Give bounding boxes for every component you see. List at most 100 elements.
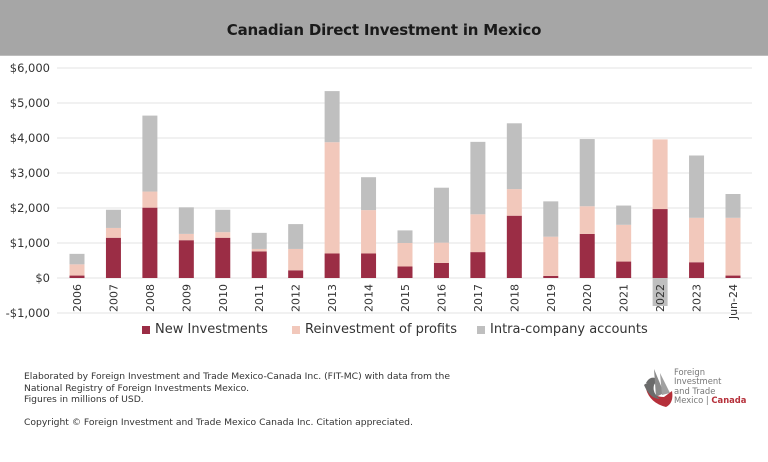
- chart-title: Canadian Direct Investment in Mexico: [226, 21, 542, 39]
- bar-segment-new-investments: [433, 262, 449, 278]
- bar-segment-reinvestment-of-profits: [251, 248, 267, 252]
- y-tick-label: $6,000: [10, 61, 50, 75]
- bar-segment-reinvestment-of-profits: [397, 243, 413, 267]
- bar-segment-intra-company-accounts: [616, 205, 632, 225]
- bar-segment-new-investments: [543, 275, 559, 278]
- stacked-bar-chart: $6,000 $5,000 $4,000 $3,000 $2,000 $1,000 $0 -$…: [6, 61, 752, 320]
- legend: New Investments Reinvestment of profits …: [0, 322, 768, 342]
- legend-swatch-new-investments: [142, 325, 150, 334]
- y-tick-label: $5,000: [10, 96, 50, 110]
- y-tick-label: $0: [35, 271, 50, 285]
- y-tick-label: $1,000: [10, 236, 50, 250]
- logo-text: Foreign Investment and Trade Mexico | Ca…: [674, 367, 746, 406]
- bar-segment-reinvestment-of-profits: [689, 217, 705, 263]
- fit-mc-logo: Foreign Investment and Trade Mexico | Ca…: [640, 363, 765, 418]
- bar-segment-reinvestment-of-profits: [288, 248, 304, 271]
- bar-segment-intra-company-accounts: [215, 209, 231, 233]
- y-tick-label: $3,000: [10, 166, 50, 180]
- bar-segment-intra-company-accounts: [506, 123, 522, 190]
- x-tick-label: 2010: [217, 284, 230, 312]
- logo-line: Foreign: [674, 367, 706, 377]
- x-tick-label: 2023: [691, 284, 704, 312]
- bar-segment-new-investments: [288, 270, 304, 278]
- bar-segment-intra-company-accounts: [142, 115, 158, 192]
- y-tick-label: $2,000: [10, 201, 50, 215]
- bar-segment-reinvestment-of-profits: [725, 217, 741, 276]
- x-tick-label: 2022: [654, 284, 667, 312]
- bar-segment-new-investments: [324, 253, 340, 278]
- bar-segment-reinvestment-of-profits: [470, 214, 486, 253]
- bars: [69, 91, 741, 306]
- bar-segment-reinvestment-of-profits: [215, 232, 231, 238]
- x-tick-label: 2008: [144, 284, 157, 312]
- source-notes: Elaborated by Foreign Investment and Tra…: [24, 371, 450, 406]
- x-tick-label: 2012: [290, 284, 303, 312]
- legend-label: New Investments: [155, 322, 268, 337]
- bar-segment-reinvestment-of-profits: [506, 189, 522, 216]
- bar-segment-intra-company-accounts: [579, 139, 595, 207]
- x-tick-label: 2014: [363, 284, 376, 312]
- x-tick-label: 2021: [618, 284, 631, 312]
- bar-segment-intra-company-accounts: [251, 232, 267, 249]
- x-tick-label: 2007: [107, 284, 120, 312]
- bar-segment-reinvestment-of-profits: [105, 227, 121, 238]
- bar-segment-new-investments: [470, 252, 486, 278]
- x-tick-label: Jun-24: [727, 284, 740, 320]
- bar-segment-intra-company-accounts: [178, 207, 194, 234]
- logo-mexico: Mexico |: [674, 395, 712, 406]
- y-tick-label: $4,000: [10, 131, 50, 145]
- bar-segment-new-investments: [579, 233, 595, 278]
- x-tick-label: 2017: [472, 284, 485, 312]
- x-tick-label: 2011: [253, 284, 266, 312]
- bar-segment-reinvestment-of-profits: [142, 191, 158, 208]
- legend-label: Intra-company accounts: [490, 322, 648, 337]
- bar-segment-intra-company-accounts: [69, 253, 85, 265]
- bar-segment-reinvestment-of-profits: [361, 210, 377, 254]
- bar-segment-reinvestment-of-profits: [543, 236, 559, 276]
- bar-segment-intra-company-accounts: [725, 194, 741, 218]
- bar-segment-new-investments: [251, 251, 267, 278]
- chart-header: Canadian Direct Investment in Mexico: [0, 0, 768, 56]
- logo-line: Investment: [674, 376, 722, 387]
- bar-segment-new-investments: [725, 275, 741, 278]
- legend-item-new-investments: New Investments: [142, 322, 268, 337]
- bar-segment-reinvestment-of-profits: [579, 206, 595, 234]
- x-tick-label: 2006: [71, 284, 84, 312]
- x-tick-label: 2018: [508, 284, 521, 312]
- bar-segment-new-investments: [397, 266, 413, 278]
- x-tick-label: 2013: [326, 284, 339, 312]
- bar-segment-new-investments: [361, 253, 377, 278]
- bar-segment-new-investments: [689, 262, 705, 278]
- bar-segment-reinvestment-of-profits: [433, 242, 449, 263]
- bar-segment-intra-company-accounts: [652, 278, 668, 306]
- legend-item-intra-company: Intra-company accounts: [477, 322, 648, 337]
- bar-segment-new-investments: [215, 237, 231, 278]
- logo-canada: Canada: [711, 395, 747, 406]
- note-line: Figures in millions of USD.: [24, 394, 144, 405]
- bar-segment-reinvestment-of-profits: [652, 139, 668, 210]
- x-tick-label: 2019: [545, 284, 558, 312]
- logo-line: Mexico | Canada: [674, 396, 746, 405]
- bar-segment-intra-company-accounts: [397, 230, 413, 243]
- bar-segment-reinvestment-of-profits: [616, 224, 632, 262]
- bar-segment-new-investments: [506, 215, 522, 278]
- copyright-text: Copyright © Foreign Investment and Trade…: [24, 417, 413, 428]
- legend-swatch-reinvestment: [292, 325, 300, 334]
- x-tick-label: 2016: [435, 284, 448, 312]
- note-line: National Registry of Foreign Investments…: [24, 382, 250, 394]
- bird-logo-icon: [644, 369, 673, 407]
- x-tick-label: 2020: [581, 284, 594, 312]
- bar-segment-intra-company-accounts: [105, 209, 121, 228]
- x-tick-label: 2015: [399, 284, 412, 312]
- bar-segment-new-investments: [69, 275, 85, 278]
- bar-segment-new-investments: [178, 240, 194, 278]
- bar-segment-reinvestment-of-profits: [69, 264, 85, 276]
- legend-label: Reinvestment of profits: [305, 322, 457, 337]
- bar-segment-intra-company-accounts: [689, 155, 705, 218]
- bar-segment-new-investments: [616, 261, 632, 278]
- bar-segment-intra-company-accounts: [433, 187, 449, 243]
- bar-segment-reinvestment-of-profits: [178, 233, 194, 241]
- bar-segment-intra-company-accounts: [470, 141, 486, 215]
- bar-segment-intra-company-accounts: [361, 177, 377, 211]
- legend-item-reinvestment: Reinvestment of profits: [292, 322, 457, 337]
